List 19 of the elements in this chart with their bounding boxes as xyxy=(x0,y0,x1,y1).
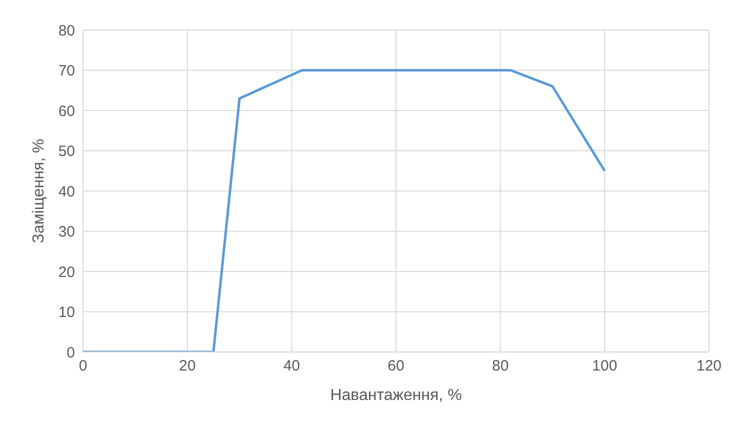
y-tick-label: 20 xyxy=(58,264,75,281)
y-tick-label: 40 xyxy=(58,183,75,200)
y-tick-label: 80 xyxy=(58,22,75,40)
x-tick-label: 120 xyxy=(696,358,722,375)
x-tick-label: 40 xyxy=(283,358,300,375)
y-axis-title: Заміщення, % xyxy=(30,138,48,244)
y-tick-label: 30 xyxy=(58,224,75,241)
y-tick-label: 50 xyxy=(58,143,75,160)
x-tick-label: 100 xyxy=(592,358,618,375)
x-tick-label: 0 xyxy=(78,358,88,375)
y-tick-label: 10 xyxy=(58,304,75,322)
y-tick-label: 70 xyxy=(58,62,75,80)
x-tick-label: 60 xyxy=(388,358,404,375)
x-tick-label: 80 xyxy=(492,358,509,375)
line-series xyxy=(83,69,606,352)
x-tick-label: 20 xyxy=(178,358,196,375)
y-tick-label: 0 xyxy=(66,344,75,362)
x-axis-title: Навантаження, % xyxy=(330,387,462,404)
y-tick-label: 60 xyxy=(58,102,75,120)
